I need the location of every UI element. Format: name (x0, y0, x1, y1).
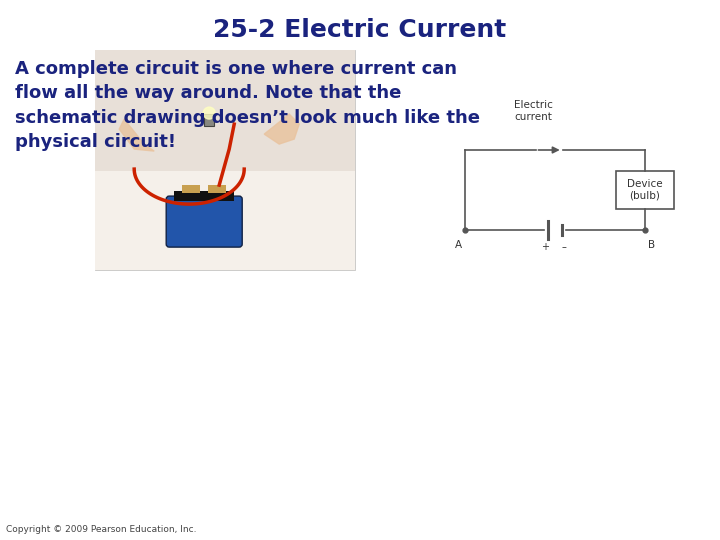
Polygon shape (120, 119, 154, 151)
FancyBboxPatch shape (616, 171, 674, 209)
Text: A complete circuit is one where current can
flow all the way around. Note that t: A complete circuit is one where current … (15, 60, 480, 151)
Bar (182, 185, 200, 193)
Text: Electric
current: Electric current (514, 100, 553, 122)
Bar (174, 191, 234, 201)
Text: A: A (455, 240, 462, 250)
Bar (208, 185, 226, 193)
Polygon shape (264, 114, 300, 144)
Circle shape (203, 107, 215, 119)
Text: B: B (648, 240, 655, 250)
Text: Device
(bulb): Device (bulb) (627, 179, 663, 201)
Text: +: + (541, 242, 549, 252)
Text: –: – (562, 242, 567, 252)
Bar (204, 114, 215, 126)
Text: 25-2 Electric Current: 25-2 Electric Current (213, 18, 507, 42)
Bar (95, 50, 355, 171)
FancyBboxPatch shape (95, 50, 355, 270)
Text: Copyright © 2009 Pearson Education, Inc.: Copyright © 2009 Pearson Education, Inc. (6, 525, 197, 534)
FancyBboxPatch shape (166, 196, 242, 247)
Bar (95, 171, 355, 270)
